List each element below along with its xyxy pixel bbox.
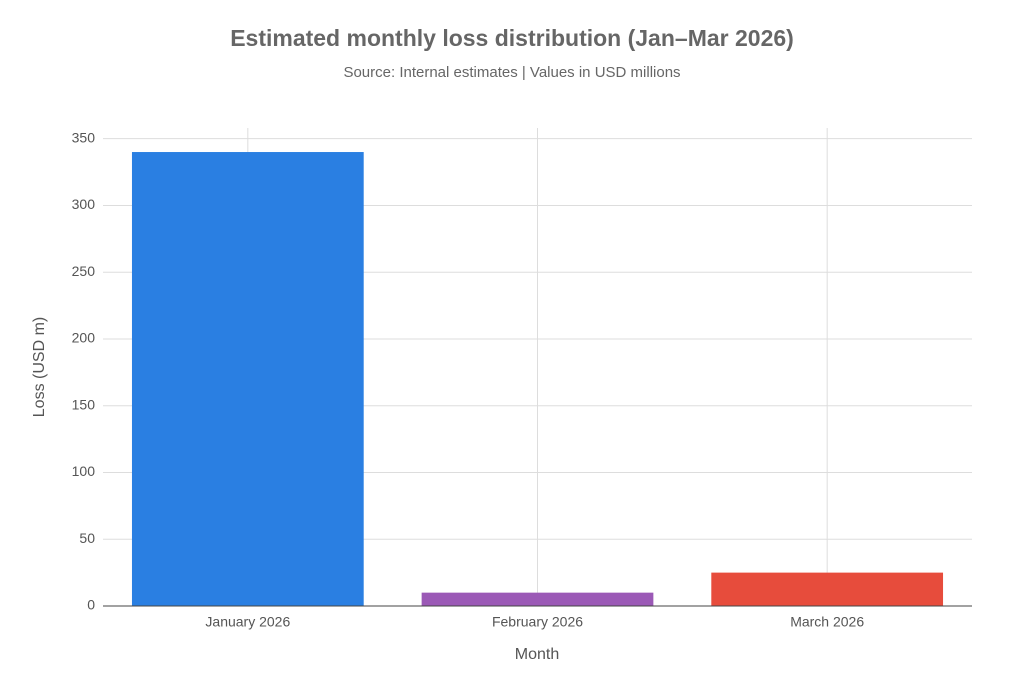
y-tick-label: 250 — [72, 263, 96, 279]
y-tick-label: 50 — [79, 530, 95, 546]
bar — [421, 592, 654, 606]
bar — [131, 152, 364, 607]
x-tick-label: March 2026 — [790, 614, 864, 630]
y-tick-label: 350 — [72, 129, 96, 145]
y-tick-label: 100 — [72, 463, 96, 479]
x-tick-label: February 2026 — [492, 614, 583, 630]
chart-title: Estimated monthly loss distribution (Jan… — [230, 25, 794, 51]
y-axis-title: Loss (USD m) — [31, 317, 48, 417]
x-tick-label: January 2026 — [205, 614, 290, 630]
y-tick-label: 200 — [72, 330, 96, 346]
y-tick-label: 150 — [72, 396, 96, 412]
chart-subtitle: Source: Internal estimates | Values in U… — [343, 64, 680, 81]
y-tick-label: 0 — [87, 597, 95, 613]
y-tick-label: 300 — [72, 196, 96, 212]
x-axis-title: Month — [515, 646, 559, 663]
bar — [711, 572, 944, 606]
